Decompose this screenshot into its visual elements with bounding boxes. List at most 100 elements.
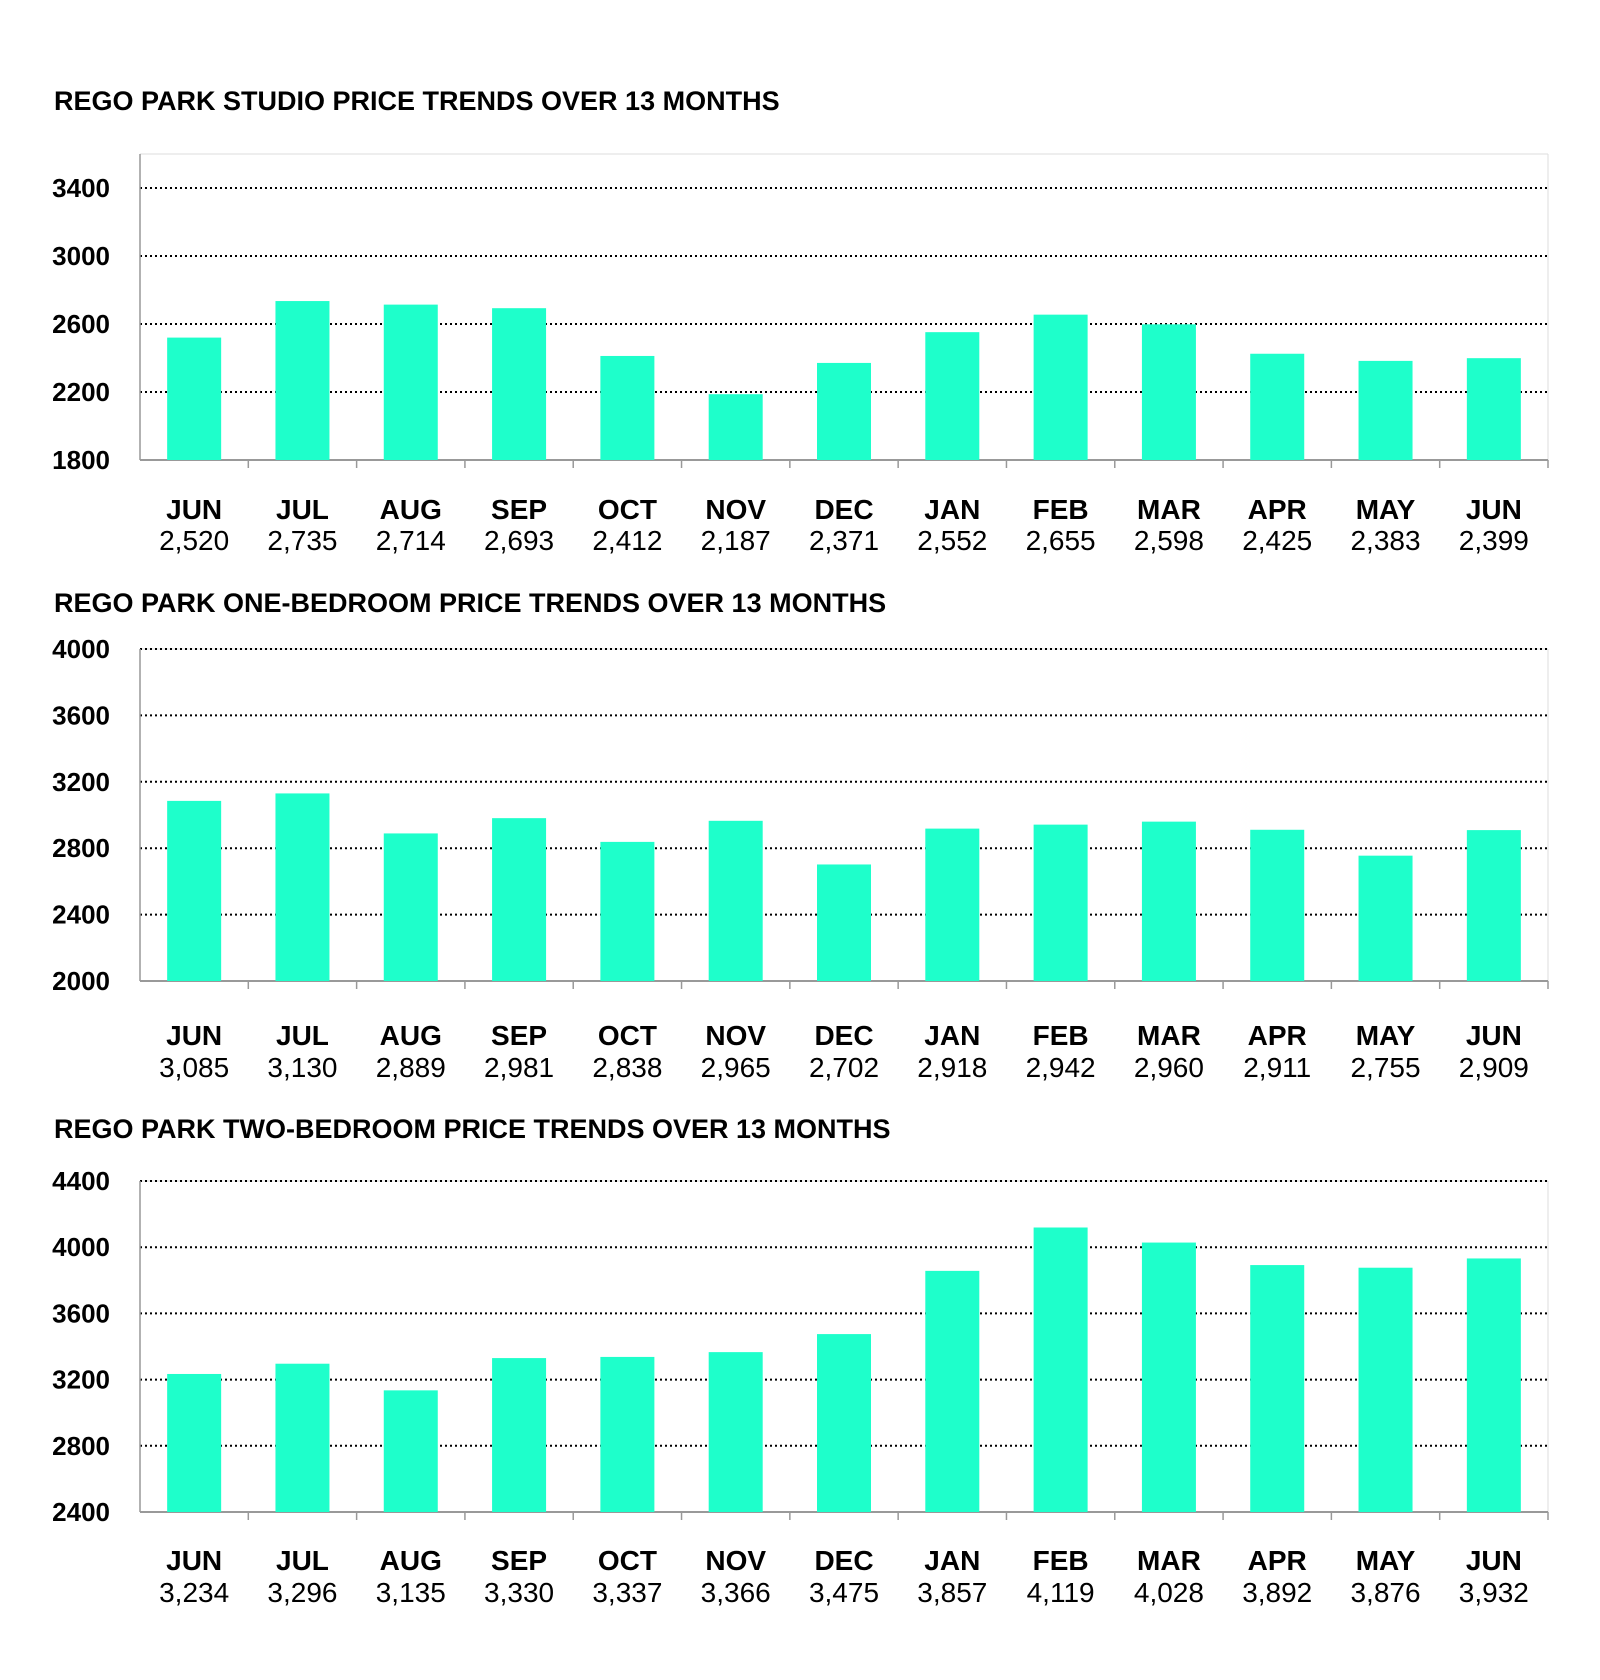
month-label: OCT (598, 1545, 657, 1576)
month-label: JUN (1466, 494, 1522, 525)
month-label: JUN (166, 494, 222, 525)
bar (275, 301, 330, 460)
value-label: 2,187 (701, 525, 771, 556)
month-label: JUN (166, 1545, 222, 1576)
month-label: JAN (924, 494, 980, 525)
bar (1141, 324, 1196, 460)
value-label: 3,932 (1459, 1577, 1529, 1608)
month-label: MAR (1137, 1020, 1201, 1051)
y-tick-label: 2800 (52, 1431, 110, 1461)
month-label: JUN (1466, 1020, 1522, 1051)
chart-title: REGO PARK TWO-BEDROOM PRICE TRENDS OVER … (54, 1114, 891, 1144)
value-label: 2,960 (1134, 1052, 1204, 1083)
value-label: 2,755 (1350, 1052, 1420, 1083)
month-label: OCT (598, 1020, 657, 1051)
month-label: FEB (1033, 494, 1089, 525)
value-label: 3,135 (376, 1577, 446, 1608)
value-label: 2,702 (809, 1052, 879, 1083)
value-label: 3,475 (809, 1577, 879, 1608)
value-label: 2,383 (1350, 525, 1420, 556)
month-label: MAR (1137, 494, 1201, 525)
value-label: 2,965 (701, 1052, 771, 1083)
value-label: 3,366 (701, 1577, 771, 1608)
month-label: JAN (924, 1020, 980, 1051)
y-tick-label: 4000 (52, 634, 110, 664)
month-label: OCT (598, 494, 657, 525)
month-label: JUL (276, 1020, 329, 1051)
month-label: JAN (924, 1545, 980, 1576)
y-tick-label: 2800 (52, 833, 110, 863)
month-label: JUN (166, 1020, 222, 1051)
bar (167, 1373, 222, 1512)
month-label: JUN (1466, 1545, 1522, 1576)
y-tick-label: 3600 (52, 1298, 110, 1328)
bar (167, 800, 222, 981)
y-tick-label: 3600 (52, 700, 110, 730)
month-label: JUL (276, 494, 329, 525)
chart-1: REGO PARK STUDIO PRICE TRENDS OVER 13 MO… (52, 86, 1549, 556)
bar (708, 1352, 763, 1512)
month-label: APR (1248, 1020, 1307, 1051)
value-label: 2,598 (1134, 525, 1204, 556)
chart-title: REGO PARK STUDIO PRICE TRENDS OVER 13 MO… (54, 86, 780, 116)
value-label: 2,911 (1243, 1052, 1311, 1083)
bar (1033, 1227, 1088, 1512)
value-label: 3,876 (1350, 1577, 1420, 1608)
y-tick-label: 2400 (52, 900, 110, 930)
month-label: MAY (1356, 1545, 1416, 1576)
bar (1141, 1242, 1196, 1512)
value-label: 2,552 (917, 525, 987, 556)
bar (925, 332, 980, 460)
month-label: DEC (814, 1545, 873, 1576)
month-label: NOV (705, 494, 766, 525)
value-label: 2,735 (267, 525, 337, 556)
y-tick-label: 2400 (52, 1497, 110, 1527)
value-label: 2,981 (484, 1052, 554, 1083)
value-label: 2,412 (592, 525, 662, 556)
y-tick-label: 4000 (52, 1232, 110, 1262)
month-label: MAR (1137, 1545, 1201, 1576)
bar (1358, 1267, 1413, 1512)
month-label: DEC (814, 494, 873, 525)
value-label: 2,399 (1459, 525, 1529, 556)
value-label: 2,714 (376, 525, 446, 556)
month-label: APR (1248, 1545, 1307, 1576)
month-label: JUL (276, 1545, 329, 1576)
bar (925, 1270, 980, 1512)
value-label: 3,130 (267, 1052, 337, 1083)
bar (383, 833, 438, 981)
month-label: AUG (380, 1020, 442, 1051)
month-label: FEB (1033, 1545, 1089, 1576)
bar (925, 828, 980, 981)
value-label: 3,085 (159, 1052, 229, 1083)
bar (1466, 1258, 1521, 1512)
bar (1250, 353, 1305, 460)
value-label: 3,857 (917, 1577, 987, 1608)
month-label: FEB (1033, 1020, 1089, 1051)
bar (708, 820, 763, 981)
value-label: 3,337 (592, 1577, 662, 1608)
month-label: NOV (705, 1020, 766, 1051)
bar (1358, 855, 1413, 981)
month-label: MAY (1356, 1020, 1416, 1051)
y-tick-label: 3000 (52, 241, 110, 271)
y-tick-label: 3200 (52, 1365, 110, 1395)
bar (817, 362, 871, 460)
bar (275, 793, 330, 981)
y-tick-label: 1800 (52, 445, 110, 475)
bar (167, 337, 222, 460)
bar (1466, 830, 1521, 981)
y-tick-label: 2200 (52, 377, 110, 407)
y-tick-label: 2600 (52, 309, 110, 339)
month-label: AUG (380, 494, 442, 525)
bar (492, 308, 547, 460)
value-label: 2,942 (1026, 1052, 1096, 1083)
value-label: 2,655 (1026, 525, 1096, 556)
bar (1466, 358, 1521, 460)
month-label: SEP (491, 1020, 547, 1051)
value-label: 3,330 (484, 1577, 554, 1608)
value-label: 3,234 (159, 1577, 229, 1608)
bar (275, 1363, 330, 1512)
month-label: APR (1248, 494, 1307, 525)
